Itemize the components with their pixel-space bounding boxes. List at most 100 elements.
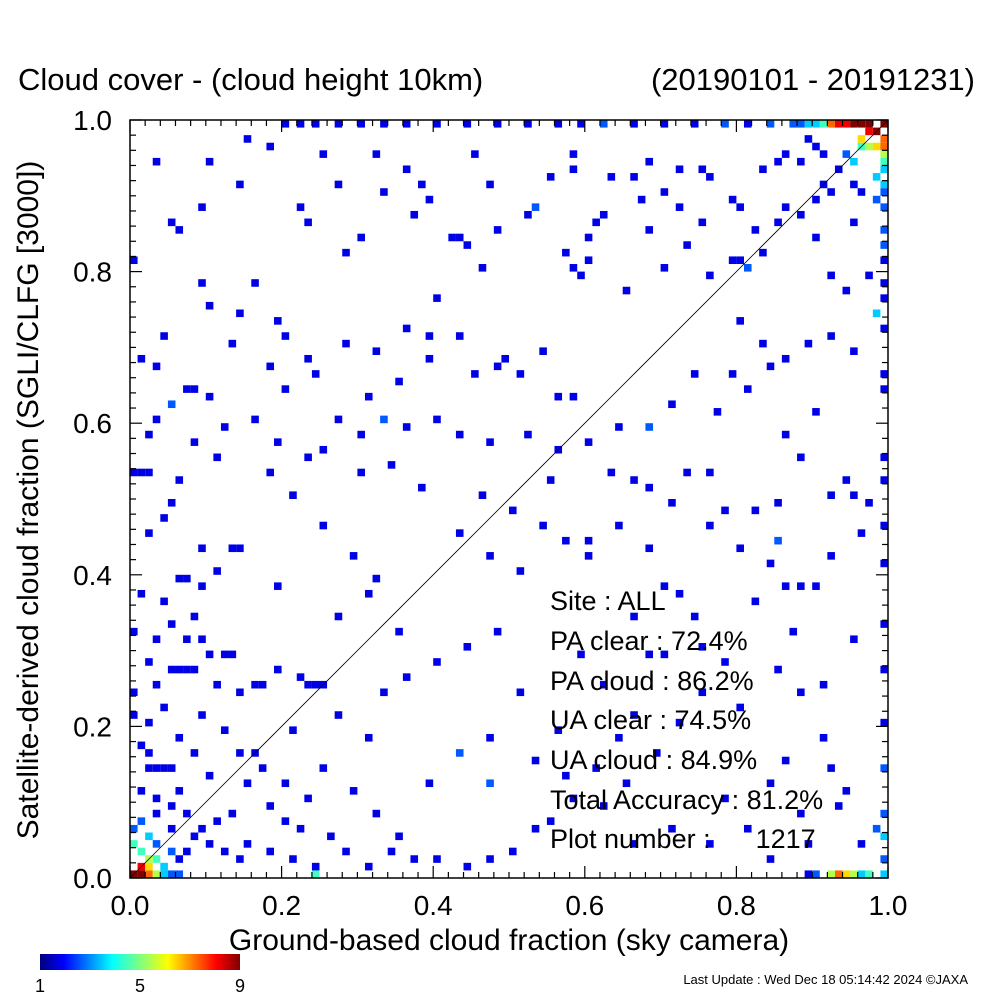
- colorbar-tick-label: 5: [135, 976, 145, 996]
- heatmap-cell: [804, 135, 813, 143]
- heatmap-cell: [357, 430, 365, 439]
- heatmap-cell: [584, 552, 593, 560]
- heatmap-cell: [524, 430, 532, 439]
- stats-panel: Site : ALL PA clear : 72.4% PA cloud : 8…: [550, 586, 823, 854]
- heatmap-cell: [471, 370, 479, 378]
- heatmap-cell: [372, 574, 381, 583]
- heatmap-cell: [425, 779, 434, 788]
- heatmap-cell: [311, 862, 320, 871]
- heatmap-cell: [258, 680, 267, 689]
- heatmap-cell: [433, 855, 441, 863]
- heatmap-cell: [160, 764, 168, 772]
- heatmap-cell: [251, 279, 259, 287]
- heatmap-cell: [660, 582, 669, 590]
- heatmap-cell: [607, 468, 616, 477]
- heatmap-cell: [251, 680, 259, 689]
- heatmap-cell: [850, 635, 858, 644]
- heatmap-cell: [834, 802, 843, 810]
- heatmap-cell: [433, 120, 441, 128]
- heatmap-cell: [137, 817, 146, 825]
- heatmap-cell: [592, 764, 600, 772]
- heatmap-cell: [402, 673, 411, 681]
- heatmap-cell: [880, 718, 888, 727]
- heatmap-cell: [812, 582, 820, 590]
- heatmap-cell: [645, 544, 654, 553]
- heatmap-cell: [516, 567, 525, 575]
- heatmap-cell: [493, 362, 502, 371]
- heatmap-cell: [531, 824, 540, 833]
- heatmap-cell: [615, 521, 623, 530]
- heatmap-cell: [842, 787, 851, 795]
- heatmap-cell: [645, 423, 654, 431]
- heatmap-cell: [183, 385, 191, 393]
- heatmap-cell: [812, 120, 820, 128]
- heatmap-cell: [380, 120, 388, 128]
- heatmap-cell: [183, 809, 191, 818]
- heatmap-cell: [311, 370, 320, 378]
- heatmap-cell: [766, 120, 775, 128]
- x-tick-label: 0.8: [717, 890, 756, 921]
- heatmap-cell: [743, 385, 752, 393]
- heatmap-cell: [819, 120, 828, 128]
- heatmap-cell: [804, 870, 813, 878]
- heatmap-cell: [274, 438, 282, 446]
- heatmap-cell: [486, 779, 494, 788]
- heatmap-cell: [607, 173, 616, 181]
- heatmap-cell: [296, 203, 305, 211]
- heatmap-cell: [546, 476, 555, 484]
- heatmap-cell: [880, 294, 888, 302]
- heatmap-cell: [872, 142, 881, 151]
- heatmap-cell: [463, 241, 472, 249]
- heatmap-cell: [584, 438, 593, 446]
- stat-ua-clear: UA clear : 74.5%: [550, 705, 751, 735]
- heatmap-cell: [198, 635, 206, 644]
- heatmap-cell: [327, 832, 335, 841]
- heatmap-cell: [751, 597, 760, 606]
- heatmap-cell: [857, 135, 866, 143]
- heatmap-cell: [205, 771, 214, 780]
- heatmap-cell: [880, 203, 888, 211]
- heatmap-cell: [152, 362, 161, 371]
- heatmap-cell: [304, 453, 312, 462]
- heatmap-cell: [130, 468, 138, 477]
- heatmap-cell: [486, 733, 494, 742]
- heatmap-cell: [478, 491, 487, 499]
- heatmap-cell: [804, 840, 813, 848]
- heatmap-cell: [880, 256, 888, 265]
- heatmap-cell: [342, 847, 350, 856]
- y-tick-label: 0.4: [73, 560, 112, 591]
- heatmap-cell: [175, 574, 184, 583]
- heatmap-cell: [175, 226, 184, 234]
- stat-plot-number: Plot number : 1217: [550, 824, 816, 854]
- heatmap-cell: [266, 362, 275, 371]
- heatmap-cell: [334, 612, 343, 621]
- heatmap-cell: [274, 317, 282, 325]
- heatmap-cell: [706, 173, 714, 181]
- heatmap-cell: [880, 665, 888, 674]
- axis-ticks: [129, 119, 889, 879]
- heatmap-cell: [569, 165, 578, 174]
- heatmap-cell: [137, 870, 146, 878]
- heatmap-cell: [349, 787, 358, 795]
- heatmap-cell: [797, 157, 805, 166]
- heatmap-cell: [668, 824, 676, 833]
- heatmap-cell: [152, 840, 161, 848]
- heatmap-cell: [130, 711, 138, 719]
- heatmap-cell: [728, 195, 737, 204]
- heatmap-cell: [698, 643, 707, 651]
- heatmap-cell: [698, 688, 707, 697]
- colorbar-tick-label: 9: [235, 976, 245, 996]
- heatmap-cell: [880, 370, 888, 378]
- heatmap-cell: [130, 824, 138, 833]
- heatmap-cell: [145, 529, 153, 537]
- heatmap-cell: [205, 840, 214, 848]
- heatmap-cell: [433, 415, 441, 424]
- heatmap-cell: [137, 354, 146, 363]
- heatmap-cell: [622, 779, 631, 788]
- heatmap-cell: [183, 635, 191, 644]
- heatmap-cell: [387, 461, 396, 469]
- heatmap-cell: [781, 582, 790, 590]
- heatmap-cell: [175, 476, 184, 484]
- heatmap-cell: [160, 514, 168, 522]
- heatmap-cell: [812, 408, 820, 416]
